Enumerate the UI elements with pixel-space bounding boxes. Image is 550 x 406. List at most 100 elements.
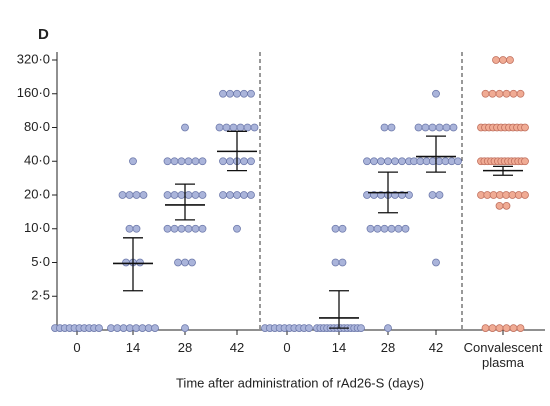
data-point: [177, 224, 186, 233]
x-tick-label: 42: [229, 340, 245, 355]
data-point: [229, 123, 238, 132]
data-point: [95, 324, 103, 332]
data-point: [387, 224, 396, 233]
data-point: [233, 191, 241, 199]
data-point: [177, 191, 186, 199]
data-point: [305, 324, 313, 332]
data-point: [181, 324, 189, 332]
data-point: [215, 123, 224, 132]
x-tick-label: 0: [283, 340, 291, 355]
data-point: [506, 56, 514, 64]
data-point: [331, 258, 340, 267]
data-point: [366, 224, 375, 233]
y-tick-label: 160·0: [17, 85, 50, 100]
data-point: [432, 258, 440, 267]
data-point: [122, 258, 130, 267]
data-point: [488, 324, 497, 332]
data-point: [139, 191, 148, 199]
data-point: [495, 89, 504, 98]
data-point: [198, 157, 207, 166]
data-point: [521, 191, 529, 199]
data-point: [492, 56, 500, 64]
data-point: [454, 157, 462, 166]
y-tick-label: 80·0: [24, 119, 50, 134]
y-tick-label: 40·0: [24, 153, 50, 168]
data-point: [247, 89, 255, 98]
data-point: [481, 89, 490, 98]
data-point: [226, 157, 234, 166]
data-point: [428, 123, 437, 132]
data-point: [236, 123, 245, 132]
x-tick-label: Convalescent plasma: [463, 340, 543, 370]
data-point: [521, 157, 529, 166]
x-tick-label: 28: [380, 340, 396, 355]
data-point: [219, 89, 227, 98]
data-point: [331, 224, 340, 233]
data-point: [380, 224, 389, 233]
data-point: [170, 224, 179, 233]
data-point: [219, 157, 227, 166]
data-point: [509, 89, 518, 98]
data-point: [163, 157, 172, 166]
x-tick-label: 14: [125, 340, 141, 355]
data-point: [125, 224, 134, 233]
data-point: [170, 191, 179, 199]
data-point: [184, 157, 193, 166]
data-point: [481, 324, 490, 332]
data-point: [509, 324, 518, 332]
data-point: [243, 123, 252, 132]
data-point: [118, 191, 127, 199]
data-point: [174, 258, 182, 267]
data-point: [428, 191, 437, 199]
y-tick-label: 10·0: [24, 220, 50, 235]
data-point: [233, 224, 241, 233]
x-tick-label: 28: [177, 340, 193, 355]
data-point: [435, 191, 444, 199]
data-point: [384, 324, 392, 332]
data-point: [240, 191, 248, 199]
data-point: [125, 191, 134, 199]
data-point: [499, 56, 507, 64]
data-point: [398, 157, 406, 166]
data-point: [129, 157, 137, 166]
data-point: [163, 191, 172, 199]
data-point: [377, 157, 385, 166]
data-point: [191, 224, 200, 233]
data-point: [449, 123, 458, 132]
x-tick-label: 14: [331, 340, 347, 355]
data-point: [181, 123, 189, 132]
data-point: [495, 324, 504, 332]
data-point: [370, 157, 378, 166]
data-point: [240, 89, 248, 98]
data-point: [226, 191, 234, 199]
data-point: [387, 123, 396, 132]
data-point: [250, 123, 259, 132]
data-point: [191, 191, 200, 199]
data-point: [222, 123, 231, 132]
data-point: [432, 89, 440, 98]
data-point: [502, 201, 511, 210]
data-point: [184, 191, 193, 199]
data-point: [338, 258, 347, 267]
data-point: [414, 123, 423, 132]
data-point: [384, 157, 392, 166]
data-point: [516, 89, 525, 98]
data-point: [132, 191, 141, 199]
data-point: [247, 191, 255, 199]
data-point: [184, 224, 193, 233]
x-tick-label: 42: [428, 340, 444, 355]
data-point: [177, 157, 186, 166]
data-point: [394, 224, 403, 233]
y-tick-label: 320·0: [17, 51, 50, 66]
data-point: [421, 123, 430, 132]
y-tick-label: 5·0: [31, 254, 50, 269]
data-point: [198, 191, 207, 199]
data-point: [163, 224, 172, 233]
data-point: [181, 258, 189, 267]
data-point: [188, 258, 196, 267]
data-point: [435, 123, 444, 132]
x-axis-title: Time after administration of rAd26-S (da…: [176, 375, 424, 390]
data-point: [219, 191, 227, 199]
